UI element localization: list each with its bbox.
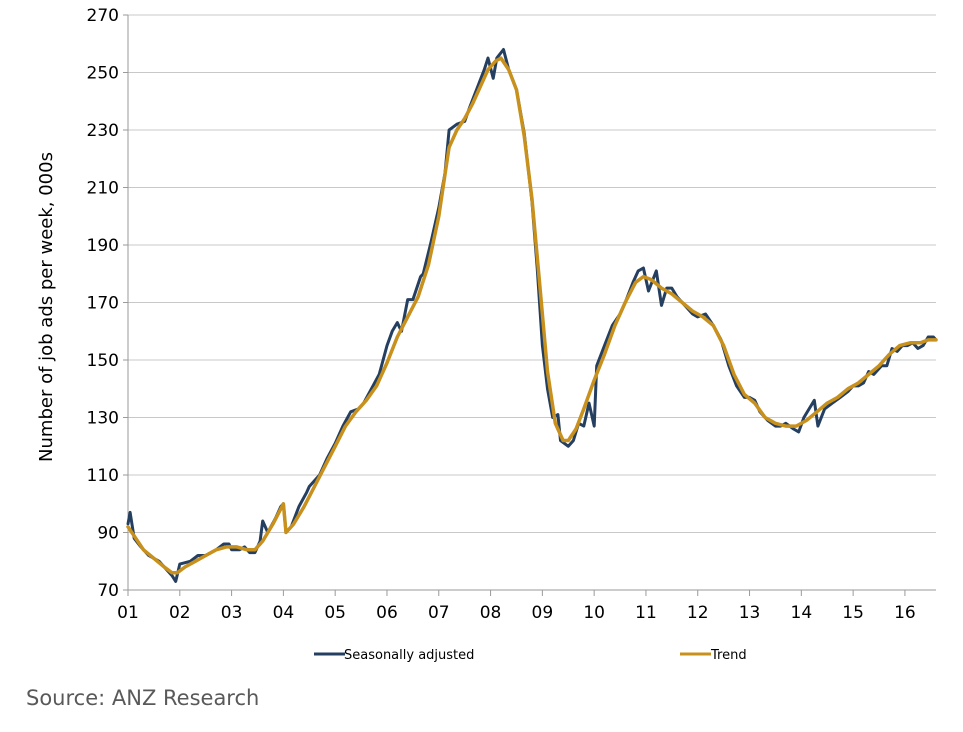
y-tick-label: 250 xyxy=(87,64,119,84)
legend: Seasonally adjusted Trend xyxy=(314,648,747,663)
y-tick-label: 70 xyxy=(97,581,119,601)
y-tick-label: 270 xyxy=(87,6,119,26)
y-axis-label: Number of job ads per week, 000s xyxy=(36,152,57,462)
x-tick-label: 16 xyxy=(894,603,916,623)
x-tick-label: 03 xyxy=(221,603,243,623)
x-tick-label: 06 xyxy=(376,603,398,623)
y-tick-label: 230 xyxy=(87,121,119,141)
x-axis-ticks: 01 02 03 04 05 06 07 08 09 10 11 12 13 14 15 16 xyxy=(117,590,916,623)
x-tick-label: 11 xyxy=(635,603,657,623)
x-tick-label: 10 xyxy=(583,603,605,623)
y-tick-label: 150 xyxy=(87,351,119,371)
series-group xyxy=(126,48,938,583)
series-line-seasonally-adjusted xyxy=(126,48,938,583)
legend-label-trend: Trend xyxy=(710,648,747,663)
x-tick-label: 07 xyxy=(428,603,450,623)
y-tick-label: 170 xyxy=(87,294,119,314)
legend-label-seasonally-adjusted: Seasonally adjusted xyxy=(344,648,474,663)
source-note: Source: ANZ Research xyxy=(26,686,260,710)
x-tick-label: 13 xyxy=(739,603,761,623)
y-axis-ticks: 70 90 110 130 150 170 190 210 230 250 270 xyxy=(87,6,128,601)
gridlines xyxy=(128,14,936,533)
x-tick-label: 01 xyxy=(117,603,139,623)
x-tick-label: 04 xyxy=(273,603,295,623)
x-tick-label: 05 xyxy=(324,603,346,623)
y-tick-label: 130 xyxy=(87,409,119,429)
x-tick-label: 12 xyxy=(687,603,709,623)
x-tick-label: 08 xyxy=(480,603,502,623)
x-tick-label: 02 xyxy=(169,603,191,623)
series-line-trend xyxy=(126,56,938,575)
x-tick-label: 15 xyxy=(842,603,864,623)
y-tick-label: 90 xyxy=(97,524,119,544)
y-tick-label: 190 xyxy=(87,236,119,256)
x-tick-label: 14 xyxy=(791,603,813,623)
y-tick-label: 210 xyxy=(87,179,119,199)
x-tick-label: 09 xyxy=(532,603,554,623)
y-tick-label: 110 xyxy=(87,466,119,486)
